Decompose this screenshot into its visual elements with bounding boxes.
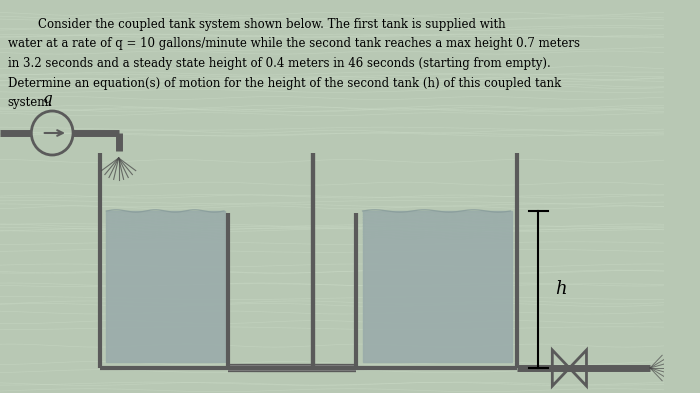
Text: Consider the coupled tank system shown below. The first tank is supplied with: Consider the coupled tank system shown b… <box>8 18 505 31</box>
Text: system.: system. <box>8 96 52 109</box>
Text: h: h <box>555 281 567 299</box>
Text: q: q <box>43 92 52 106</box>
Text: water at a rate of q = 10 gallons/minute while the second tank reaches a max hei: water at a rate of q = 10 gallons/minute… <box>8 37 580 50</box>
Bar <box>363 211 512 362</box>
Bar <box>106 211 225 362</box>
Text: in 3.2 seconds and a steady state height of 0.4 meters in 46 seconds (starting f: in 3.2 seconds and a steady state height… <box>8 57 550 70</box>
Text: Determine an equation(s) of motion for the height of the second tank (h) of this: Determine an equation(s) of motion for t… <box>8 77 561 90</box>
